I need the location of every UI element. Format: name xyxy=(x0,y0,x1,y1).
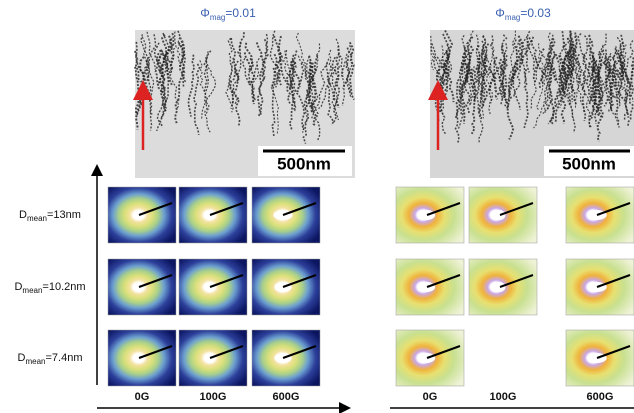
value: =10.2nm xyxy=(42,281,85,293)
saxs-pattern xyxy=(252,187,320,243)
saxs-pattern xyxy=(252,259,320,315)
column-label: 600G xyxy=(587,391,614,403)
subscript: mean xyxy=(25,357,45,366)
saxs-pattern xyxy=(108,330,176,386)
row-label: Dmean=10.2nm xyxy=(14,281,85,295)
column-label: 100G xyxy=(490,391,517,403)
figure: Φmag=0.01 Φmag=0.03 500nm 500nm Dmean=13… xyxy=(0,0,634,413)
column-label: 0G xyxy=(135,391,150,403)
scale-label: 500nm xyxy=(277,154,331,173)
saxs-pattern xyxy=(179,259,247,315)
symbol: D xyxy=(14,281,22,293)
row-label: Dmean=7.4nm xyxy=(18,352,83,366)
panel-title: Φmag=0.03 xyxy=(495,6,551,22)
column-label: 600G xyxy=(273,391,300,403)
saxs-pattern xyxy=(108,259,176,315)
scale-label: 500nm xyxy=(562,154,616,173)
value: =7.4nm xyxy=(45,352,82,364)
subscript: mean xyxy=(27,214,47,223)
saxs-pattern xyxy=(179,187,247,243)
subscript: mean xyxy=(22,286,42,295)
saxs-pattern xyxy=(179,330,247,386)
saxs-pattern xyxy=(396,259,464,315)
saxs-pattern xyxy=(252,330,320,386)
panel-title: Φmag=0.01 xyxy=(200,6,256,22)
saxs-grid xyxy=(108,187,634,386)
column-label: 0G xyxy=(423,391,438,403)
saxs-pattern xyxy=(396,187,464,243)
symbol: D xyxy=(18,352,26,364)
saxs-pattern xyxy=(566,187,634,243)
value: =13nm xyxy=(47,209,81,221)
symbol: D xyxy=(19,209,27,221)
saxs-pattern xyxy=(396,330,464,386)
row-label: Dmean=13nm xyxy=(19,209,81,223)
saxs-pattern xyxy=(108,187,176,243)
saxs-pattern xyxy=(469,187,537,243)
saxs-pattern xyxy=(566,330,634,386)
column-label: 100G xyxy=(200,391,227,403)
saxs-pattern xyxy=(469,259,537,315)
saxs-pattern xyxy=(566,259,634,315)
